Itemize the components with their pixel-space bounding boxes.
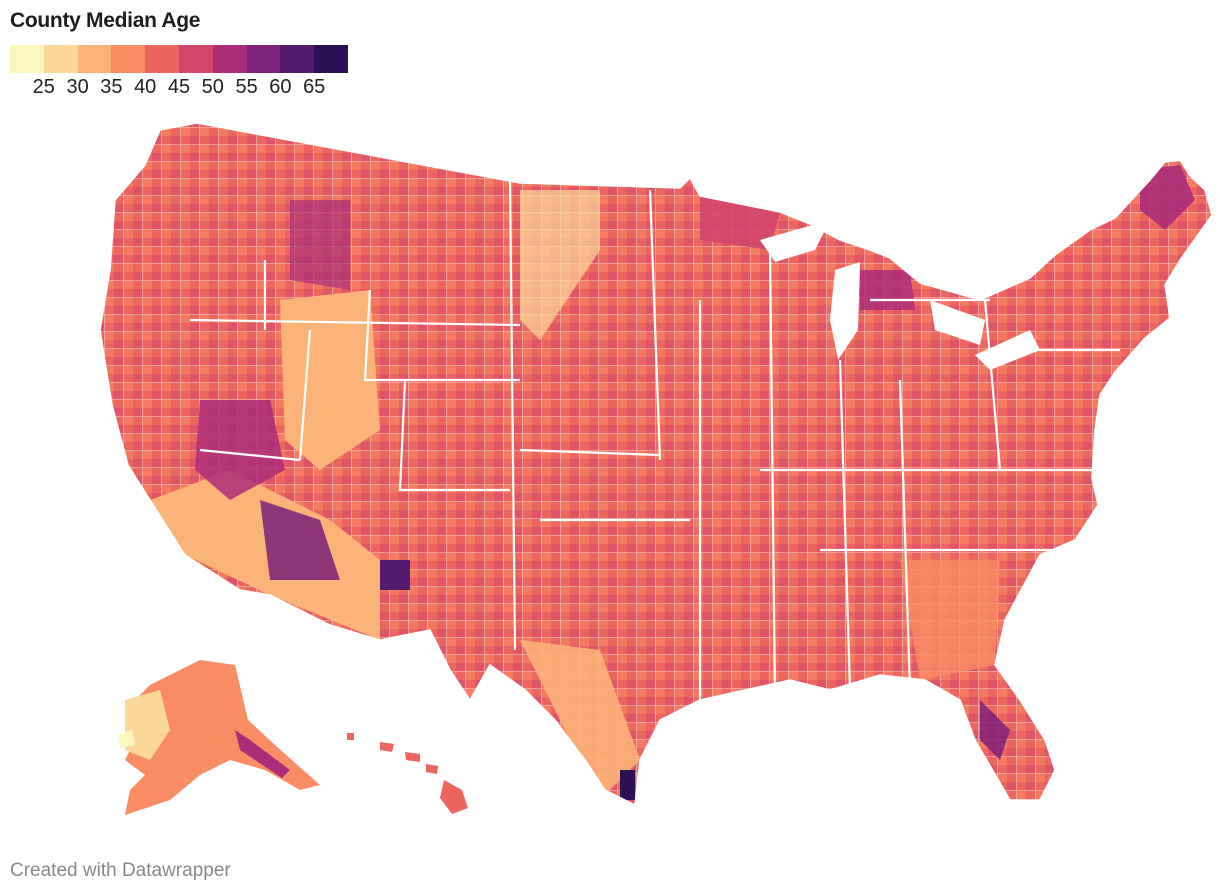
region-alaska: [118, 660, 320, 815]
county-choropleth-map: [99, 122, 1213, 815]
great-lakes: [760, 220, 1040, 370]
state-boundaries: [189, 179, 1120, 701]
legend-tick-label: 65: [303, 76, 326, 98]
legend-swatch: [145, 45, 179, 73]
legend-swatch: [178, 45, 213, 73]
legend-tick-label: 50: [201, 76, 224, 98]
legend-tick-label: 55: [235, 76, 258, 98]
legend-swatch: [280, 45, 315, 73]
legend-swatch: [10, 45, 44, 73]
legend-tick-label: 35: [100, 76, 123, 98]
legend-tick-labels: 25 30 35 40 45 50 55 60 65: [10, 76, 348, 102]
credit-text: Created with Datawrapper: [10, 860, 231, 881]
legend-swatch: [246, 45, 281, 73]
legend-swatch: [111, 45, 146, 73]
legend-tick-label: 40: [134, 76, 157, 98]
legend-tick-label: 30: [66, 76, 89, 98]
legend-swatch: [314, 45, 348, 73]
color-legend: 25 30 35 40 45 50 55 60 65: [10, 45, 348, 102]
region-hawaii: [347, 733, 468, 814]
county-shading: [100, 123, 1212, 805]
map-title: County Median Age: [10, 9, 201, 32]
legend-tick-label: 60: [269, 76, 292, 98]
region-contiguous-us: [99, 122, 1213, 807]
legend-tick-label: 45: [167, 76, 191, 98]
legend-swatch: [212, 45, 247, 73]
legend-tick-label: 25: [32, 76, 55, 98]
legend-swatch: [43, 45, 78, 73]
legend-color-scale: [10, 45, 348, 73]
legend-swatch: [77, 45, 112, 73]
